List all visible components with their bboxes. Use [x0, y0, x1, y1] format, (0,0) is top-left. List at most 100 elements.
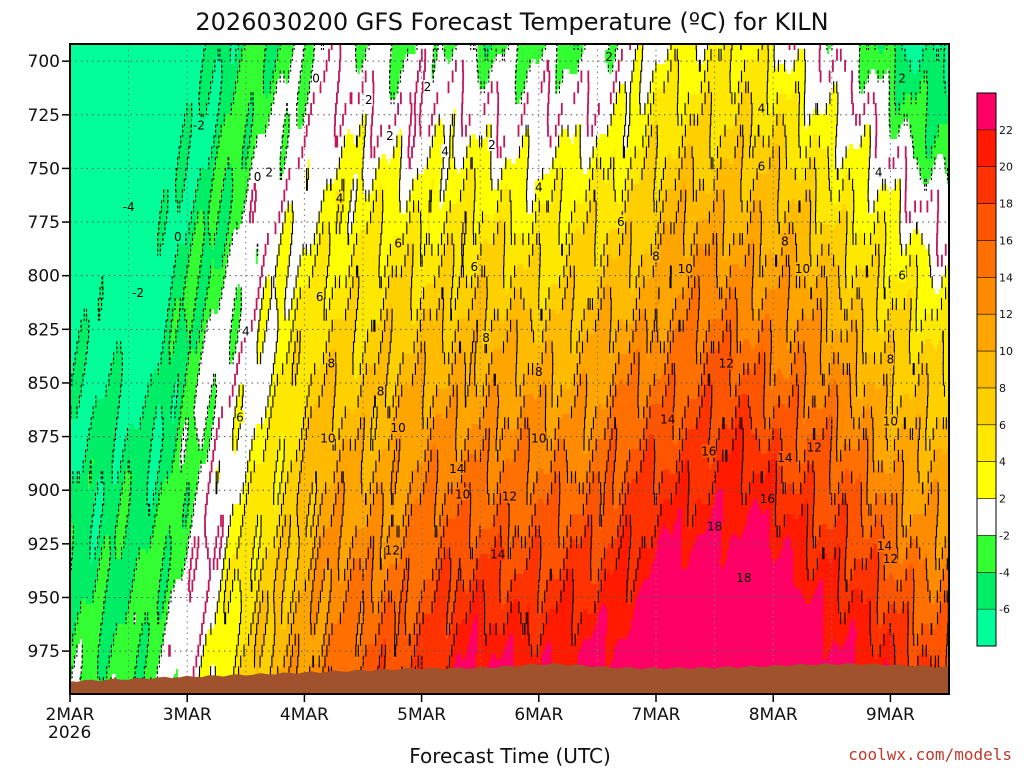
temperature-cell [823, 44, 826, 115]
temperature-cell [803, 159, 806, 180]
temperature-cell [511, 44, 515, 165]
temperature-cell [407, 249, 411, 355]
temperature-cell [707, 379, 710, 455]
temperature-cell [167, 479, 171, 530]
temperature-cell [625, 324, 628, 355]
temperature-cell [433, 419, 437, 445]
temperature-cell [743, 214, 746, 240]
temperature-cell [769, 384, 772, 425]
temperature-cell [411, 354, 415, 380]
temperature-cell [127, 44, 131, 430]
temperature-cell [119, 624, 123, 694]
temperature-cell [857, 44, 860, 150]
temperature-cell [839, 334, 842, 365]
temperature-cell [495, 314, 499, 350]
temperature-cell [519, 414, 523, 435]
temperature-cell [445, 519, 449, 550]
temperature-cell [107, 44, 111, 380]
temperature-cell [399, 244, 403, 275]
temperature-cell [891, 139, 894, 190]
temperature-cell [489, 244, 493, 330]
temperature-cell [655, 89, 658, 125]
temperature-cell [687, 399, 690, 430]
temperature-cell [507, 334, 511, 425]
temperature-cell [691, 549, 694, 694]
temperature-cell [169, 359, 173, 415]
temperature-cell [247, 44, 251, 110]
temperature-cell [471, 599, 475, 625]
temperature-cell [717, 54, 720, 150]
temperature-cell [283, 519, 287, 580]
temperature-cell [535, 214, 539, 240]
temperature-cell [651, 434, 654, 545]
temperature-cell [897, 109, 900, 135]
temperature-cell [611, 544, 614, 575]
temperature-cell [721, 294, 724, 315]
temperature-cell [703, 219, 706, 250]
temperature-cell [729, 294, 732, 325]
temperature-cell [605, 404, 608, 430]
temperature-cell [857, 589, 860, 694]
temperature-cell [367, 194, 371, 225]
temperature-cell [607, 69, 610, 130]
temperature-cell [653, 379, 656, 405]
temperature-cell [429, 434, 433, 460]
temperature-cell [563, 414, 567, 445]
temperature-cell [681, 144, 684, 165]
temperature-cell [181, 194, 185, 245]
temperature-cell [859, 474, 862, 560]
temperature-cell [795, 59, 798, 85]
temperature-cell [253, 434, 257, 465]
temperature-cell [549, 314, 553, 340]
temperature-cell [611, 114, 614, 155]
temperature-cell [457, 349, 461, 465]
temperature-cell [359, 124, 363, 230]
temperature-cell [647, 144, 650, 255]
temperature-cell [799, 209, 802, 280]
temperature-cell [281, 599, 285, 630]
temperature-cell [791, 514, 794, 550]
temperature-cell [333, 449, 337, 475]
temperature-cell [765, 509, 768, 694]
temperature-cell [803, 424, 806, 460]
temperature-cell [887, 44, 890, 70]
temperature-cell [901, 524, 904, 565]
temperature-cell [833, 554, 836, 640]
temperature-cell [387, 414, 391, 445]
temperature-cell [671, 189, 674, 235]
temperature-cell [687, 124, 690, 145]
temperature-cell [643, 44, 646, 115]
temperature-cell [277, 554, 281, 670]
temperature-cell [74, 659, 77, 694]
temperature-cell [923, 344, 926, 365]
temperature-cell [923, 44, 926, 50]
temperature-cell [353, 449, 357, 535]
temperature-cell [929, 494, 932, 600]
temperature-cell [881, 464, 884, 495]
temperature-cell [139, 549, 143, 635]
temperature-cell [525, 614, 529, 680]
temperature-cell [83, 314, 87, 365]
temperature-cell [163, 549, 167, 600]
temperature-cell [877, 364, 880, 390]
temperature-cell [249, 584, 253, 630]
temperature-cell [397, 464, 401, 535]
temperature-cell [495, 209, 499, 235]
temperature-cell [273, 544, 277, 585]
temperature-cell [781, 44, 784, 65]
temperature-cell [859, 229, 862, 265]
temperature-cell [797, 349, 800, 380]
temperature-cell [375, 464, 379, 490]
temperature-cell [551, 444, 555, 465]
temperature-cell [475, 459, 479, 545]
temperature-cell [193, 199, 197, 230]
temperature-cell [917, 44, 920, 70]
temperature-cell [601, 409, 604, 440]
temperature-cell [121, 484, 125, 550]
temperature-cell [761, 304, 764, 325]
temperature-cell [211, 249, 215, 260]
temperature-cell [767, 469, 770, 510]
temperature-cell [619, 354, 622, 380]
temperature-cell [869, 269, 872, 355]
temperature-cell [717, 349, 720, 440]
